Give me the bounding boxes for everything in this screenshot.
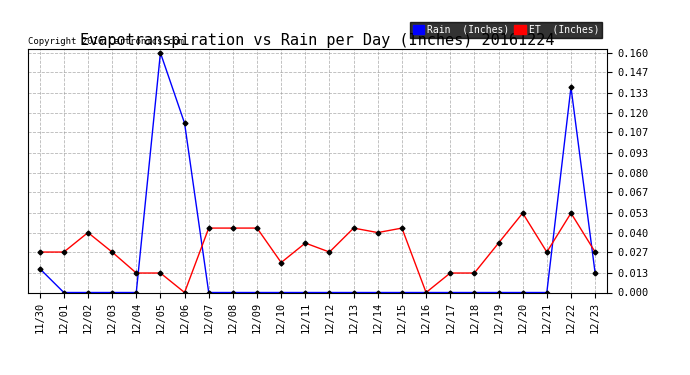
Text: Copyright 2016 Cartronics.com: Copyright 2016 Cartronics.com [28, 38, 184, 46]
Legend: Rain  (Inches), ET  (Inches): Rain (Inches), ET (Inches) [410, 22, 602, 38]
Title: Evapotranspiration vs Rain per Day (Inches) 20161224: Evapotranspiration vs Rain per Day (Inch… [80, 33, 555, 48]
